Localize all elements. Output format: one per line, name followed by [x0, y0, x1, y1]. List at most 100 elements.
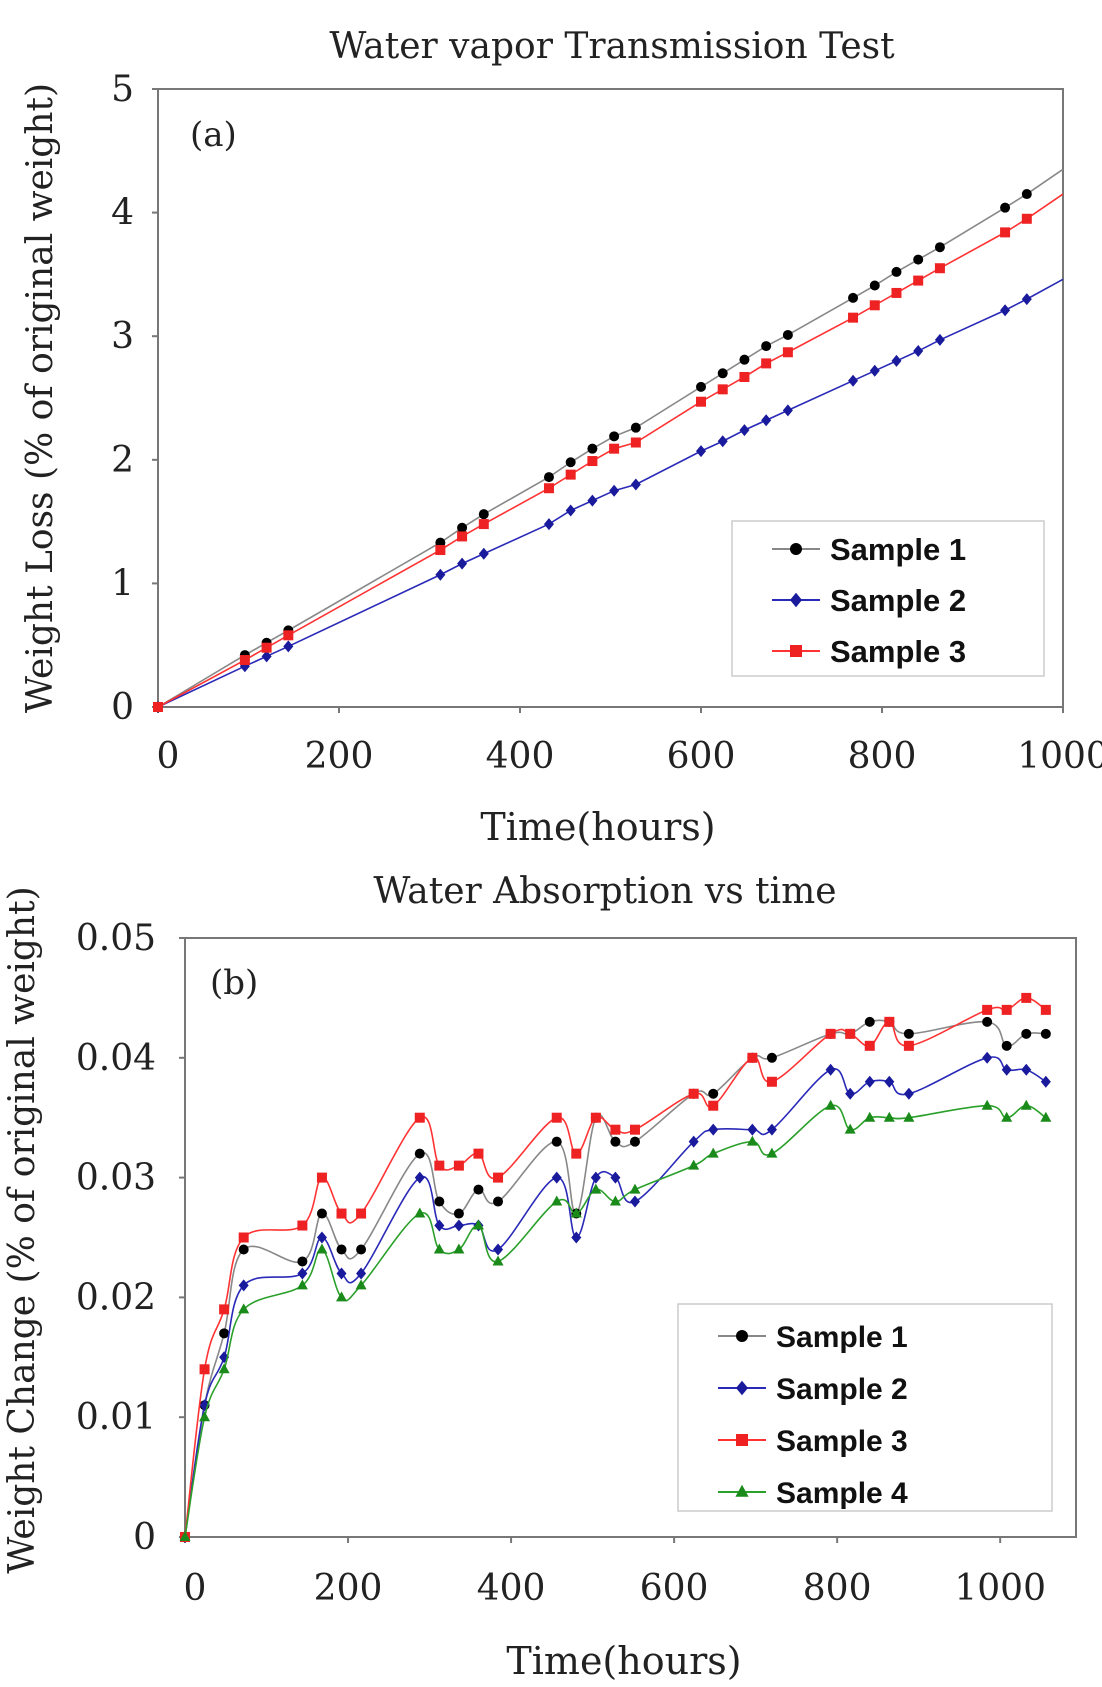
legend-item: Sample 4 — [718, 1477, 908, 1510]
y-tick-label: 4 — [111, 193, 134, 234]
marker-circle — [551, 1136, 562, 1147]
marker-square — [571, 1148, 582, 1159]
marker-triangle — [903, 1111, 915, 1122]
marker-diamond — [261, 650, 272, 663]
marker-diamond — [845, 1087, 856, 1100]
marker-square — [739, 371, 750, 382]
marker-diamond — [493, 1243, 504, 1256]
marker-diamond — [736, 1380, 748, 1396]
marker-triangle — [179, 1531, 191, 1541]
marker-triangle — [864, 1111, 876, 1122]
marker-square — [782, 347, 793, 358]
marker-circle — [434, 1196, 445, 1207]
marker-triangle — [844, 1123, 856, 1134]
marker-diamond — [982, 1051, 993, 1064]
legend-item: Sample 2 — [718, 1373, 908, 1406]
marker-circle — [848, 292, 859, 303]
marker-square — [891, 287, 902, 298]
marker-square — [934, 263, 945, 274]
marker-square — [434, 1160, 445, 1171]
marker-circle — [219, 1328, 230, 1339]
marker-triangle — [336, 1291, 348, 1302]
marker-diamond — [543, 518, 554, 531]
marker-square — [473, 1148, 484, 1159]
chart-a: Water vapor Transmission Test (a) 0 1 2 3 4 5 0 2… — [20, 26, 1102, 849]
marker-triangle — [981, 1099, 993, 1110]
marker-circle — [453, 1208, 464, 1219]
marker-square — [696, 396, 706, 407]
marker-square — [457, 531, 468, 542]
marker-circle — [982, 1016, 993, 1027]
marker-diamond — [610, 1171, 621, 1184]
marker-circle — [696, 381, 706, 392]
legend-item: Sample 3 — [772, 634, 966, 669]
y-tick-label: 0 — [111, 687, 134, 728]
chart-title: Water vapor Transmission Test — [329, 26, 895, 67]
marker-diamond — [316, 1231, 327, 1244]
legend: Sample 1 Sample 2 Sample 3 — [731, 520, 1045, 677]
legend-label: Sample 3 — [830, 634, 966, 669]
marker-square — [493, 1172, 504, 1183]
marker-circle — [739, 354, 750, 365]
plot-area-frame — [184, 937, 1077, 1538]
marker-diamond — [571, 1231, 582, 1244]
legend-label: Sample 2 — [776, 1373, 908, 1406]
marker-triangle — [570, 1207, 582, 1218]
marker-diamond — [414, 1171, 425, 1184]
legend-item: Sample 1 — [772, 532, 966, 567]
marker-circle — [934, 242, 945, 253]
marker-square — [609, 443, 620, 454]
marker-diamond — [739, 424, 750, 437]
marker-diamond — [356, 1267, 367, 1280]
y-tick-label: 0 — [133, 1517, 156, 1558]
marker-diamond — [457, 557, 468, 570]
marker-square — [982, 1004, 993, 1015]
marker-square — [1001, 1004, 1012, 1015]
marker-circle — [630, 422, 641, 433]
marker-square — [543, 483, 554, 494]
marker-square — [629, 1124, 640, 1135]
y-tick-label: 0.04 — [76, 1038, 156, 1079]
marker-square — [864, 1040, 875, 1051]
marker-triangle — [746, 1135, 758, 1146]
marker-circle — [565, 457, 576, 468]
marker-circle — [316, 1208, 327, 1219]
marker-circle — [297, 1256, 308, 1267]
marker-circle — [610, 1136, 621, 1147]
y-tick-label: 5 — [111, 69, 134, 110]
marker-diamond — [688, 1135, 699, 1148]
x-tick-label: 200 — [314, 1568, 383, 1609]
marker-diamond — [336, 1267, 347, 1280]
marker-triangle — [414, 1207, 426, 1218]
marker-square — [884, 1016, 895, 1027]
marker-triangle — [453, 1243, 465, 1254]
marker-square — [747, 1052, 758, 1063]
chart-title: Water Absorption vs time — [373, 871, 836, 912]
marker-circle — [609, 431, 620, 442]
marker-triangle — [492, 1255, 504, 1266]
marker-square — [297, 1220, 308, 1231]
y-tick-label: 0.02 — [76, 1277, 156, 1318]
marker-diamond — [565, 504, 576, 517]
marker-square — [435, 545, 446, 556]
panel-label: (b) — [210, 963, 258, 1003]
marker-diamond — [1021, 293, 1032, 306]
marker-circle — [336, 1244, 347, 1255]
x-tick-label: 800 — [803, 1568, 872, 1609]
marker-circle — [493, 1196, 504, 1207]
marker-square — [316, 1172, 327, 1183]
marker-circle — [473, 1184, 484, 1195]
marker-diamond — [630, 478, 641, 491]
panel-label: (a) — [190, 115, 237, 155]
marker-circle — [543, 472, 554, 483]
x-tick-label: 1000 — [1017, 736, 1102, 777]
marker-circle — [864, 1016, 875, 1027]
marker-circle — [903, 1028, 914, 1039]
marker-circle — [238, 1244, 249, 1255]
marker-square — [356, 1208, 367, 1219]
marker-circle — [457, 522, 468, 533]
series-3 — [153, 193, 1064, 712]
x-tick-label: 400 — [486, 736, 555, 777]
marker-diamond — [825, 1063, 836, 1076]
y-tick-label: 2 — [111, 440, 134, 481]
